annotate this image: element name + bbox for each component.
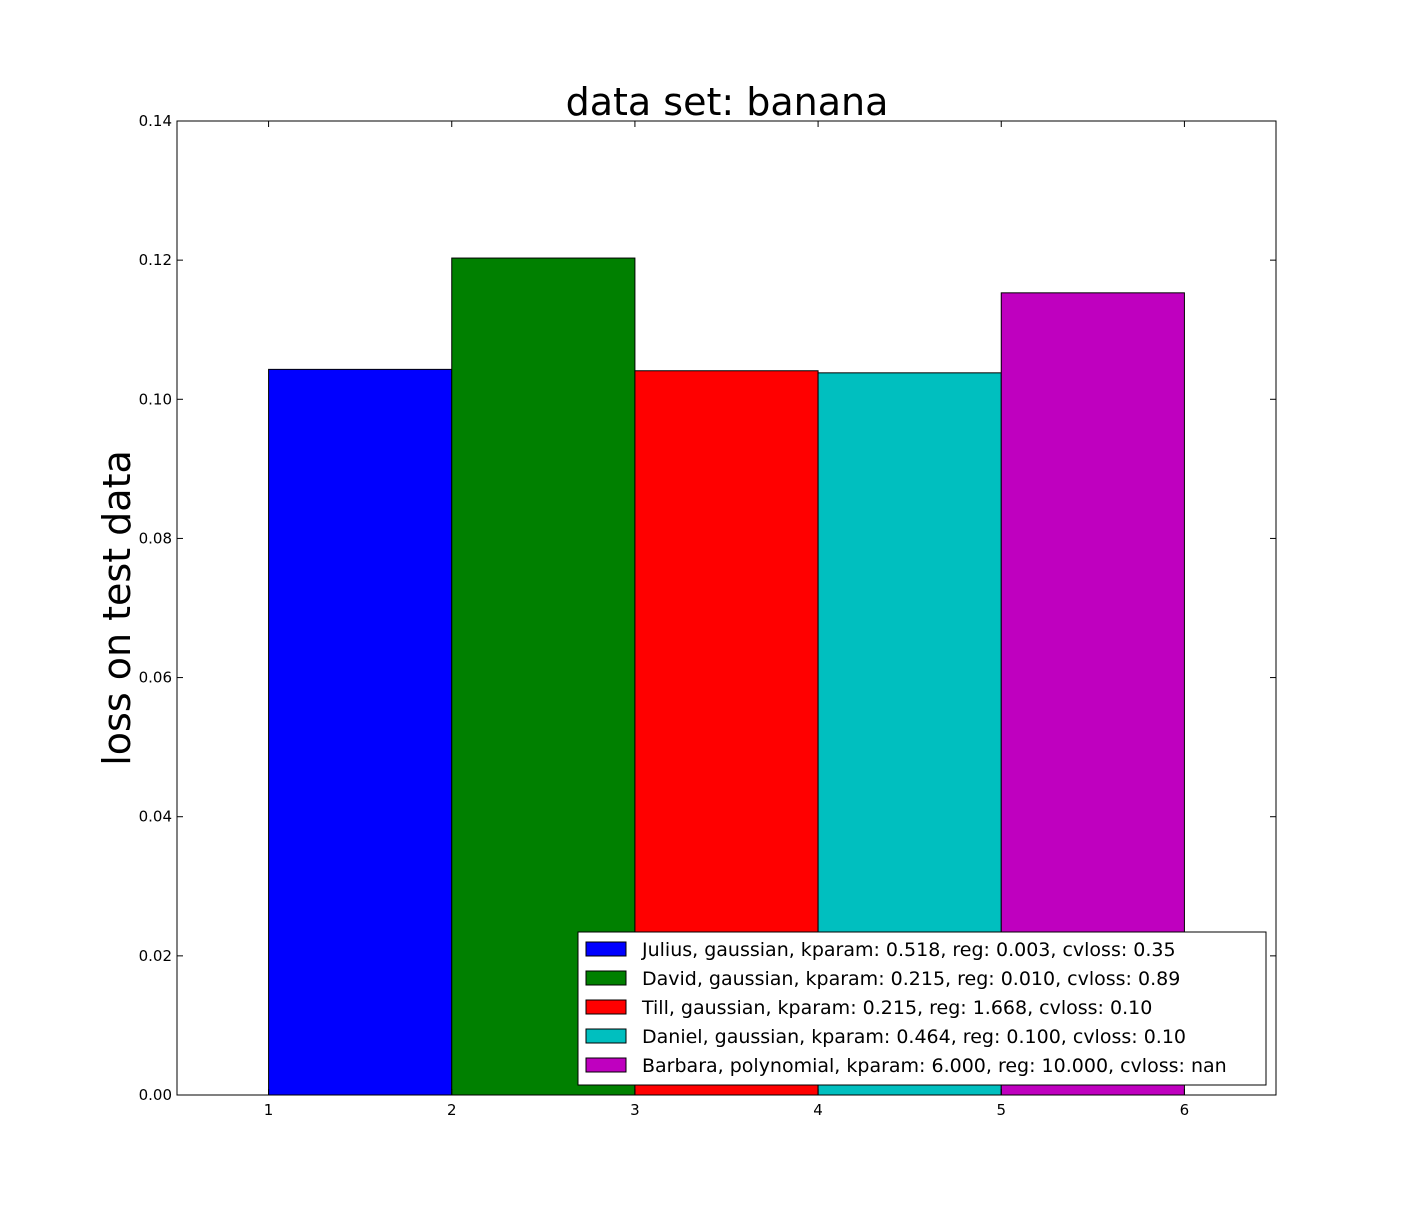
legend-label-4: Daniel, gaussian, kparam: 0.464, reg: 0.… [642,1026,1186,1048]
legend-swatch-1 [585,941,627,957]
legend-label-5: Barbara, polynomial, kparam: 6.000, reg:… [642,1055,1227,1077]
legend-label-1: Julius, gaussian, kparam: 0.518, reg: 0.… [641,939,1176,961]
x-tick-label: 5 [996,1101,1006,1119]
y-tick-label: 0.08 [139,529,172,547]
x-tick-label: 3 [630,1101,640,1119]
y-axis-label: loss on test data [95,450,139,766]
x-tick-label: 4 [813,1101,823,1119]
legend-swatch-4 [585,1028,627,1044]
x-tick-label: 2 [447,1101,457,1119]
legend-box [577,931,1267,1086]
legend-swatch-5 [585,1057,627,1073]
y-tick-label: 0.00 [139,1086,172,1104]
y-tick-label: 0.12 [139,251,172,269]
legend-swatch-2 [585,970,627,986]
y-tick-label: 0.14 [139,112,172,130]
x-tick-label: 6 [1180,1101,1190,1119]
legend-label-3: Till, gaussian, kparam: 0.215, reg: 1.66… [641,997,1152,1019]
y-tick-label: 0.02 [139,947,172,965]
y-tick-label: 0.06 [139,669,172,687]
plot-frame [176,120,1277,1096]
y-tick-label: 0.10 [139,390,172,408]
ticks-layer: 1 2 3 4 5 6 0.00 0.02 0.04 0.06 0.08 0.10 0.12 0.14 [139,112,1276,1119]
legend-swatch-3 [585,999,627,1015]
x-tick-label: 1 [264,1101,274,1119]
y-tick-label: 0.04 [139,808,172,826]
legend-label-2: David, gaussian, kparam: 0.215, reg: 0.0… [642,968,1180,990]
bar-1 [268,368,453,1096]
legend: Julius, gaussian, kparam: 0.518, reg: 0.… [577,931,1267,1086]
chart-title: data set: banana [566,80,889,124]
